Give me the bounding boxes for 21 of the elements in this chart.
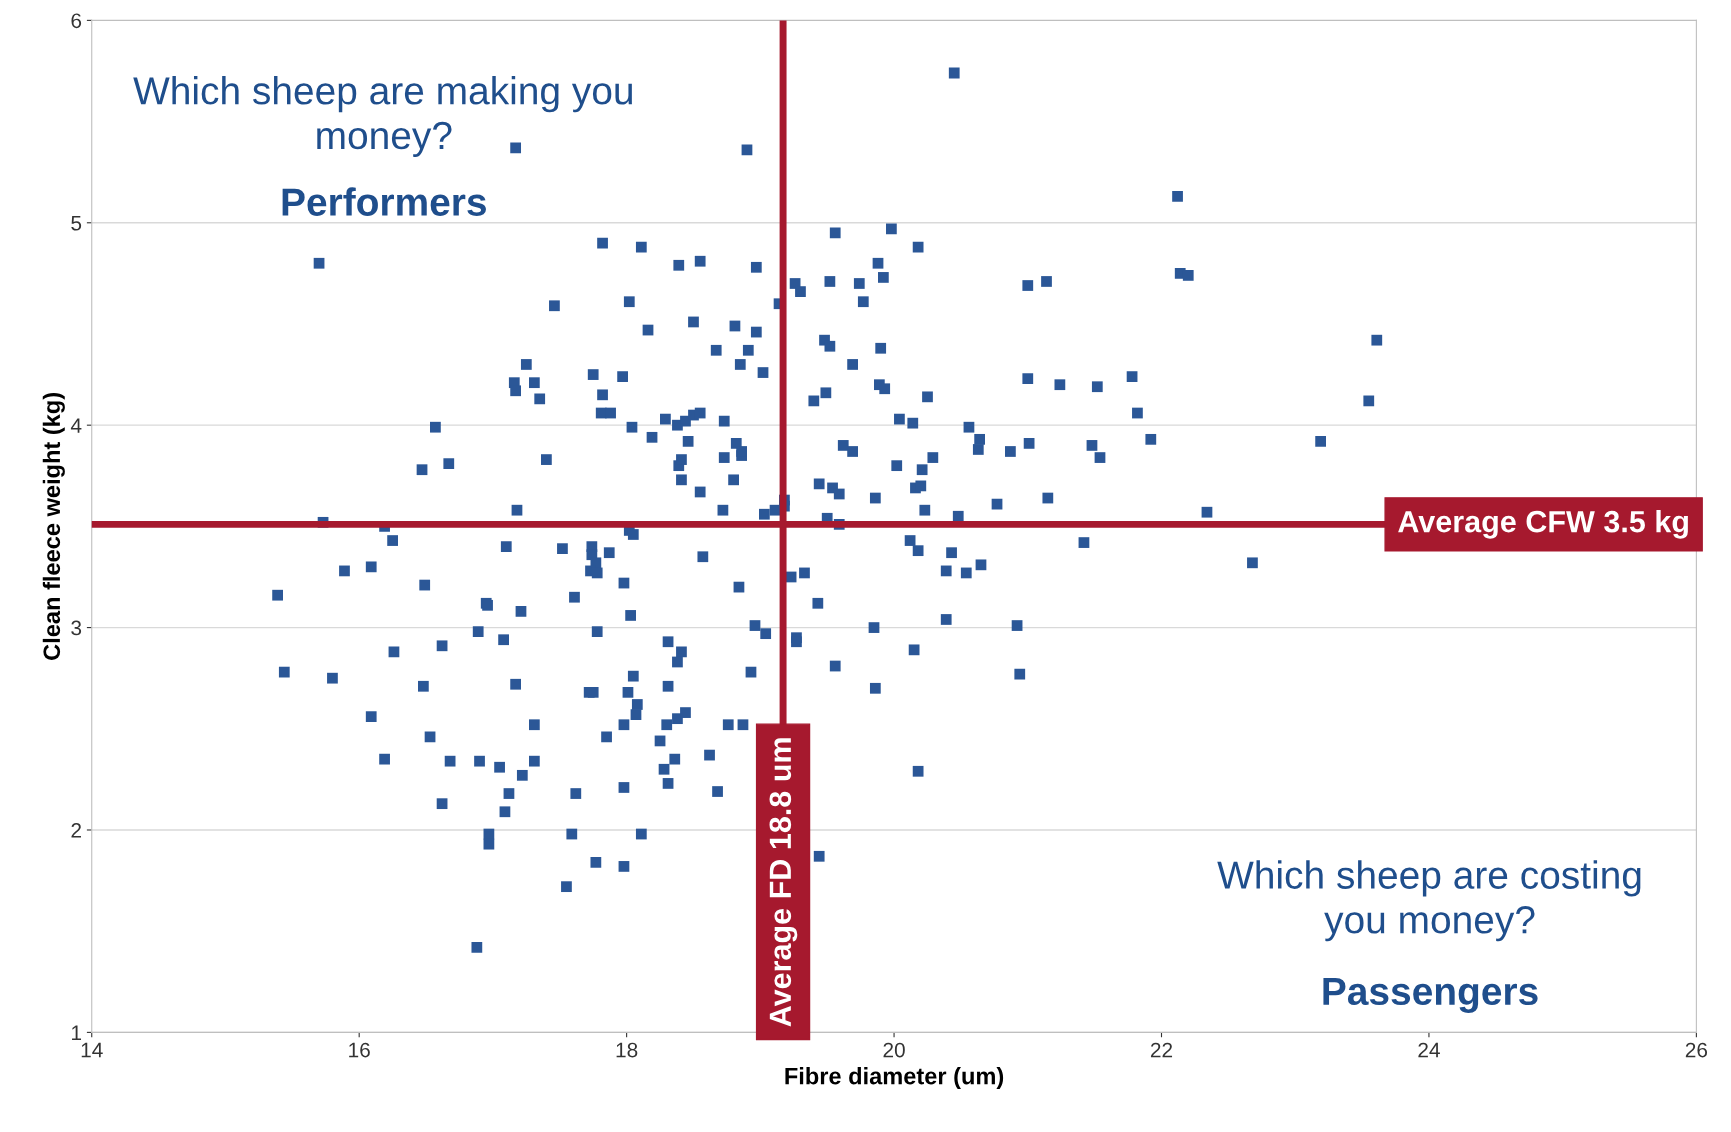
y-tick-label: 3 xyxy=(71,620,82,636)
x-tick-label: 24 xyxy=(1418,1042,1440,1058)
y-tick-label: 2 xyxy=(71,822,81,838)
annotation: Passengers xyxy=(1323,977,1538,1013)
y-tick-label: 4 xyxy=(70,418,82,433)
x-tick-label: 18 xyxy=(616,1042,638,1058)
x-axis-title: Fibre diameter (um) xyxy=(785,1067,1004,1090)
y-axis-title: Clean fleece weight (kg) xyxy=(42,393,65,660)
annotation: Performers xyxy=(282,187,486,216)
annotation: Which sheep are making you money? xyxy=(133,76,632,157)
x-tick-label: 26 xyxy=(1685,1042,1708,1058)
annotation: Which sheep are costing you money? xyxy=(1217,860,1641,942)
y-tick-label: 1 xyxy=(72,1025,82,1040)
y-tick-label: 5 xyxy=(71,215,82,231)
y-tick-label: 6 xyxy=(71,13,82,29)
x-tick-label: 16 xyxy=(349,1042,370,1058)
ref-line-label: Average CFW 3.5 kg xyxy=(1398,510,1688,539)
x-tick-label: 20 xyxy=(883,1042,905,1058)
ref-line-label: Average FD 18.8 um xyxy=(769,738,798,1027)
x-tick-label: 14 xyxy=(81,1042,103,1058)
x-tick-label: 22 xyxy=(1150,1042,1173,1058)
